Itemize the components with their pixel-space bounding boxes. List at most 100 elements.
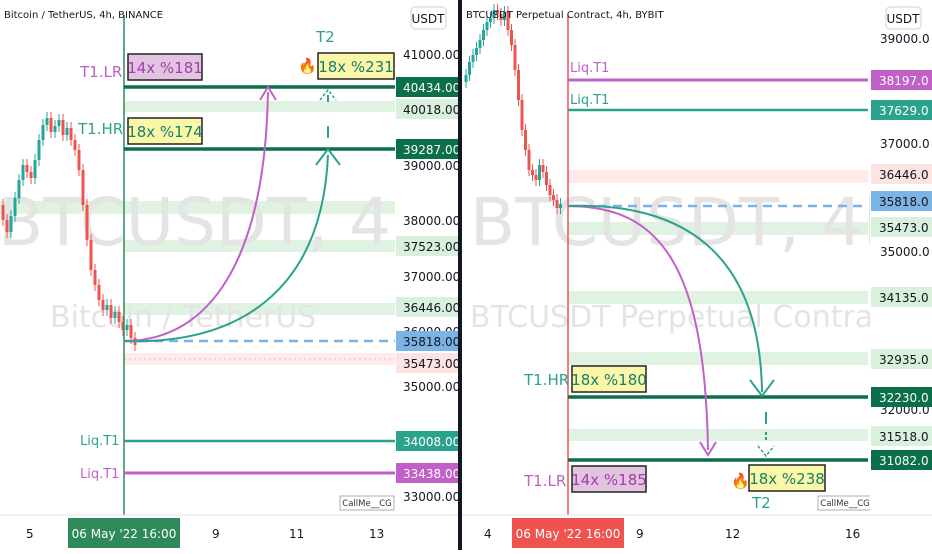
candle-body xyxy=(117,312,121,322)
zone-band xyxy=(124,303,395,315)
right-time-axis[interactable]: 4 06 May '22 16:00 9 12 16 xyxy=(462,514,932,550)
candle-body xyxy=(552,195,555,200)
price-label: 32935.0 xyxy=(879,353,929,367)
t1-hr-box xyxy=(127,117,203,145)
candle-body xyxy=(41,125,45,140)
price-label-bg xyxy=(396,463,458,483)
liq-lr-label: Liq.T1 xyxy=(80,467,119,482)
price-label-bg xyxy=(396,77,458,97)
candle-body xyxy=(53,126,57,132)
watermark-symbol: BTCUSDT, 4h xyxy=(0,184,433,261)
panel-divider[interactable] xyxy=(458,0,462,550)
currency-badge[interactable] xyxy=(410,6,447,30)
candle-body xyxy=(545,172,548,185)
zone-band xyxy=(568,352,868,365)
left-panel: BTCUSDT, 4h Bitcoin / TetherUS T1.LR 14x… xyxy=(0,10,433,515)
candle-body xyxy=(93,270,97,285)
candle-body xyxy=(499,14,503,20)
y-tick: 33000.00 xyxy=(403,490,460,504)
y-tick: 35000.00 xyxy=(403,380,460,394)
t1-lr-box-text: 14x %185 xyxy=(571,471,647,489)
candle-body xyxy=(475,48,478,55)
zone-band xyxy=(124,240,395,252)
candle-body xyxy=(101,300,105,310)
t1-hr-box-text: 18x %174 xyxy=(127,123,203,141)
candle-body xyxy=(37,140,41,160)
candle-body xyxy=(5,220,9,232)
watermark-name: BTCUSDT Perpetual Contract xyxy=(470,300,902,335)
watermark-name: Bitcoin / TetherUS xyxy=(50,300,316,335)
t1-hr-label: T1.HR xyxy=(77,120,123,138)
t1-lr-label: T1.LR xyxy=(523,472,566,490)
t1-lr-box xyxy=(127,53,203,81)
candle-body xyxy=(520,100,524,130)
x-tick: 11 xyxy=(289,527,304,541)
candle-body xyxy=(81,170,85,205)
arrow-head xyxy=(699,441,717,457)
price-label-bg xyxy=(396,99,458,119)
candle-body xyxy=(492,10,496,18)
candles xyxy=(464,4,562,214)
signature: CallMe__CG xyxy=(820,499,869,509)
candle-body xyxy=(33,160,37,178)
candle-body xyxy=(559,204,562,208)
arrow-head xyxy=(757,445,775,458)
time-highlight: 06 May '22 16:00 xyxy=(516,527,621,541)
liq-lr-label: Liq.T1 xyxy=(570,61,609,76)
candle-body xyxy=(478,40,482,48)
arrow-head xyxy=(259,85,277,101)
y-tick: 41000.00 xyxy=(403,48,460,62)
x-tick: 9 xyxy=(212,527,220,541)
price-label-bg xyxy=(871,349,932,369)
candle-body xyxy=(45,118,49,125)
signature: CallMe__CG xyxy=(342,499,391,509)
price-label: 35473.0 xyxy=(879,221,929,235)
candle-body xyxy=(513,45,517,70)
arrow-head xyxy=(749,379,775,398)
price-label: 35473.00 xyxy=(403,357,460,371)
t1-lr-box-text: 14x %181 xyxy=(127,59,203,77)
candle-body xyxy=(25,165,29,172)
candle-body xyxy=(485,22,489,30)
candle-body xyxy=(17,180,21,198)
y-tick: 37000.0 xyxy=(880,137,930,151)
candle-body xyxy=(105,305,109,310)
candle-body xyxy=(29,172,33,178)
price-label: 37629.0 xyxy=(879,104,929,118)
price-label: 34008.00 xyxy=(403,435,460,449)
candle-body xyxy=(496,10,499,14)
currency-badge[interactable] xyxy=(885,6,922,30)
left-price-axis[interactable]: USDT 41000.00 39000.00 38000.00 37000.00… xyxy=(395,0,460,515)
y-tick: 39000.0 xyxy=(880,32,930,46)
right-price-axis[interactable]: USDT 39000.0 37000.0 35000.0 32000.0 381… xyxy=(870,0,932,515)
t2-box xyxy=(317,52,395,80)
left-time-axis[interactable]: 5 06 May '22 16:00 9 11 13 xyxy=(0,514,458,550)
candle-body xyxy=(531,170,534,175)
price-label-bg xyxy=(871,164,932,184)
candle-body xyxy=(1,205,5,220)
price-label: 33438.00 xyxy=(403,467,460,481)
price-label: 40434.00 xyxy=(403,81,460,95)
lr-path-arrow xyxy=(123,91,269,342)
candle-body xyxy=(113,312,117,318)
t2-label: T2 xyxy=(751,494,771,512)
candle-body xyxy=(57,120,61,126)
signature-box xyxy=(339,495,395,511)
x-tick: 12 xyxy=(725,527,740,541)
price-label: 36446.0 xyxy=(879,168,929,182)
candle-body xyxy=(13,198,17,216)
price-label: 31518.0 xyxy=(879,430,929,444)
candle-body xyxy=(538,165,541,180)
price-label: 34135.0 xyxy=(879,291,929,305)
candle-body xyxy=(548,185,552,195)
currency-label: USDT xyxy=(887,12,921,26)
candle-body xyxy=(85,205,89,240)
candle-body xyxy=(125,325,129,330)
candle-body xyxy=(524,130,527,150)
t1-hr-label: T1.HR xyxy=(523,371,569,389)
candle-body xyxy=(482,30,485,40)
candle-body xyxy=(65,128,69,135)
price-label-bg xyxy=(871,100,932,120)
liq-hr-label: Liq.T1 xyxy=(80,434,119,449)
